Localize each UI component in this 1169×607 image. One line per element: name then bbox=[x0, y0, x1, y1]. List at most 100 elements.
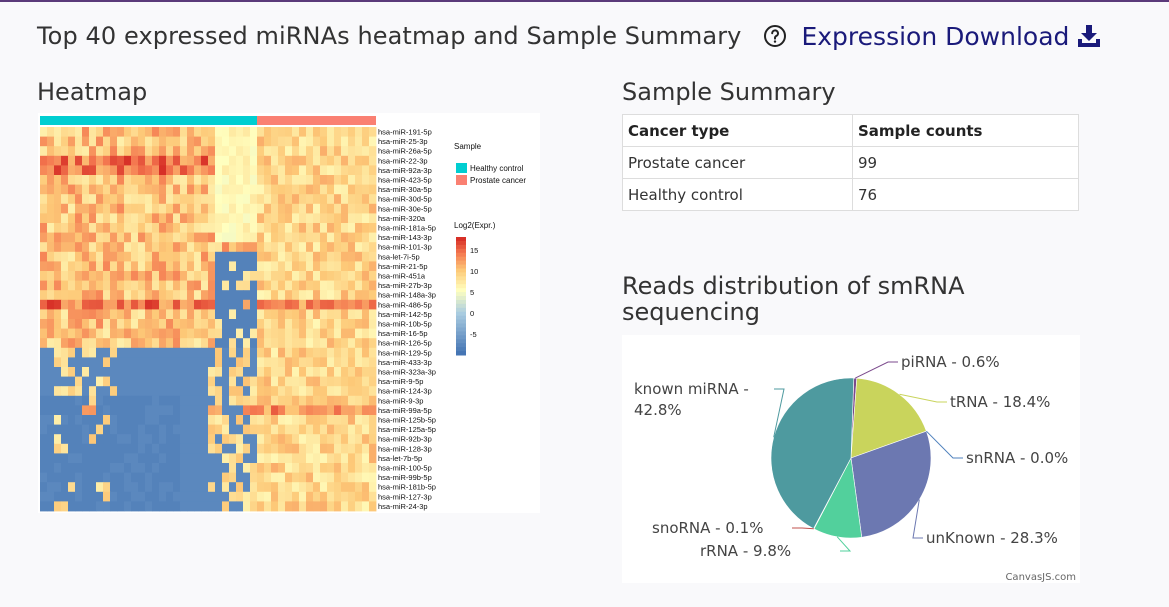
heatmap-cell bbox=[369, 146, 377, 157]
heatmap-cell bbox=[82, 261, 90, 272]
heatmap-cell bbox=[208, 443, 216, 454]
heatmap-cell bbox=[271, 242, 279, 253]
legend-gradient-step bbox=[456, 272, 466, 277]
heatmap-cell bbox=[257, 501, 265, 512]
heatmap-cell bbox=[250, 175, 258, 185]
heatmap-cell bbox=[103, 424, 111, 435]
heatmap-cell bbox=[250, 309, 258, 320]
heatmap-cell bbox=[201, 271, 209, 281]
heatmap-cell bbox=[320, 232, 328, 243]
heatmap-cell bbox=[166, 386, 174, 397]
heatmap-cell bbox=[327, 136, 335, 147]
legend-swatch bbox=[456, 163, 467, 173]
heatmap-cell bbox=[243, 453, 251, 464]
heatmap-cell bbox=[173, 223, 181, 233]
page-title: Top 40 expressed miRNAs heatmap and Samp… bbox=[37, 22, 742, 50]
question-circle-icon[interactable] bbox=[763, 24, 787, 48]
heatmap-cell bbox=[117, 290, 125, 301]
heatmap-cell bbox=[306, 271, 314, 281]
heatmap-cell bbox=[68, 223, 76, 233]
heatmap-cell bbox=[264, 184, 272, 195]
heatmap-cell bbox=[229, 213, 237, 224]
heatmap-cell bbox=[250, 463, 258, 473]
heatmap-cell bbox=[89, 280, 97, 291]
heatmap-cell bbox=[369, 155, 377, 166]
pie-slice-unknown[interactable] bbox=[850, 430, 932, 538]
heatmap-cell bbox=[278, 395, 286, 406]
pie-slice-trna[interactable] bbox=[850, 377, 927, 459]
heatmap-cell bbox=[327, 242, 335, 253]
heatmap-cell bbox=[348, 319, 356, 329]
heatmap-cell bbox=[355, 405, 363, 416]
heatmap-cell bbox=[173, 347, 181, 358]
heatmap-cell bbox=[208, 203, 216, 214]
heatmap-cell bbox=[348, 271, 356, 281]
heatmap-cell bbox=[159, 347, 167, 358]
heatmap-cell bbox=[278, 223, 286, 233]
heatmap-cell bbox=[138, 136, 146, 147]
heatmap-cell bbox=[159, 290, 167, 301]
pie-slice-known-mirna[interactable] bbox=[770, 377, 855, 530]
heatmap-cell bbox=[355, 155, 363, 166]
heatmap-cell bbox=[180, 482, 188, 493]
sample-summary-table: Cancer type Sample counts Prostate cance… bbox=[622, 114, 1079, 211]
heatmap-cell bbox=[215, 242, 223, 253]
heatmap-cell bbox=[96, 367, 104, 377]
heatmap-cell bbox=[194, 299, 202, 310]
heatmap-cell bbox=[348, 184, 356, 195]
heatmap-cell bbox=[152, 290, 160, 301]
heatmap-cell bbox=[68, 386, 76, 397]
heatmap-cell bbox=[306, 184, 314, 195]
heatmap-cell bbox=[194, 146, 202, 157]
heatmap-cell bbox=[264, 127, 272, 137]
heatmap-cell bbox=[117, 319, 125, 329]
heatmap-cell bbox=[369, 271, 377, 281]
heatmap-cell bbox=[215, 453, 223, 464]
heatmap-cell bbox=[327, 271, 335, 281]
heatmap-cell bbox=[355, 194, 363, 205]
heatmap-cell bbox=[124, 136, 132, 147]
heatmap-cell bbox=[362, 463, 370, 473]
heatmap-cell bbox=[327, 146, 335, 157]
heatmap-cell bbox=[117, 501, 125, 512]
heatmap-cell bbox=[152, 271, 160, 281]
heatmap-cell bbox=[159, 280, 167, 291]
heatmap-cell bbox=[89, 347, 97, 358]
heatmap-cell bbox=[54, 328, 62, 339]
heatmap-cell bbox=[327, 194, 335, 205]
heatmap-cell bbox=[334, 223, 342, 233]
heatmap-cell bbox=[341, 328, 349, 339]
heatmap-cell bbox=[334, 357, 342, 368]
heatmap-cell bbox=[89, 434, 97, 445]
expression-download-link[interactable]: Expression Download bbox=[801, 22, 1101, 51]
heatmap-cell bbox=[152, 472, 160, 483]
legend-gradient-step bbox=[456, 276, 466, 281]
heatmap-cell bbox=[299, 443, 307, 454]
heatmap-cell bbox=[82, 136, 90, 147]
legend-gradient-step bbox=[456, 331, 466, 336]
heatmap-cell bbox=[313, 242, 321, 253]
heatmap-cell bbox=[40, 319, 48, 329]
heatmap-cell bbox=[264, 309, 272, 320]
heatmap-cell bbox=[117, 367, 125, 377]
heatmap-cell bbox=[250, 453, 258, 464]
heatmap-cell bbox=[271, 319, 279, 329]
heatmap-cell bbox=[243, 299, 251, 310]
heatmap-cell bbox=[236, 453, 244, 464]
heatmap-cell bbox=[194, 357, 202, 368]
heatmap-cell bbox=[166, 146, 174, 157]
heatmap-cell bbox=[103, 194, 111, 205]
heatmap-cell bbox=[327, 501, 335, 512]
canvasjs-credit[interactable]: CanvasJS.com bbox=[1005, 572, 1076, 583]
heatmap-cell bbox=[82, 309, 90, 320]
heatmap-cell bbox=[327, 299, 335, 310]
heatmap-cell bbox=[222, 386, 230, 397]
heatmap-cell bbox=[271, 232, 279, 243]
heatmap-cell bbox=[243, 194, 251, 205]
heatmap-cell bbox=[201, 175, 209, 185]
heatmap-cell bbox=[96, 165, 104, 176]
heatmap-cell bbox=[89, 155, 97, 166]
table-header-row: Cancer type Sample counts bbox=[622, 114, 1079, 147]
heatmap-cell bbox=[292, 405, 300, 416]
heatmap-cell bbox=[257, 443, 265, 454]
